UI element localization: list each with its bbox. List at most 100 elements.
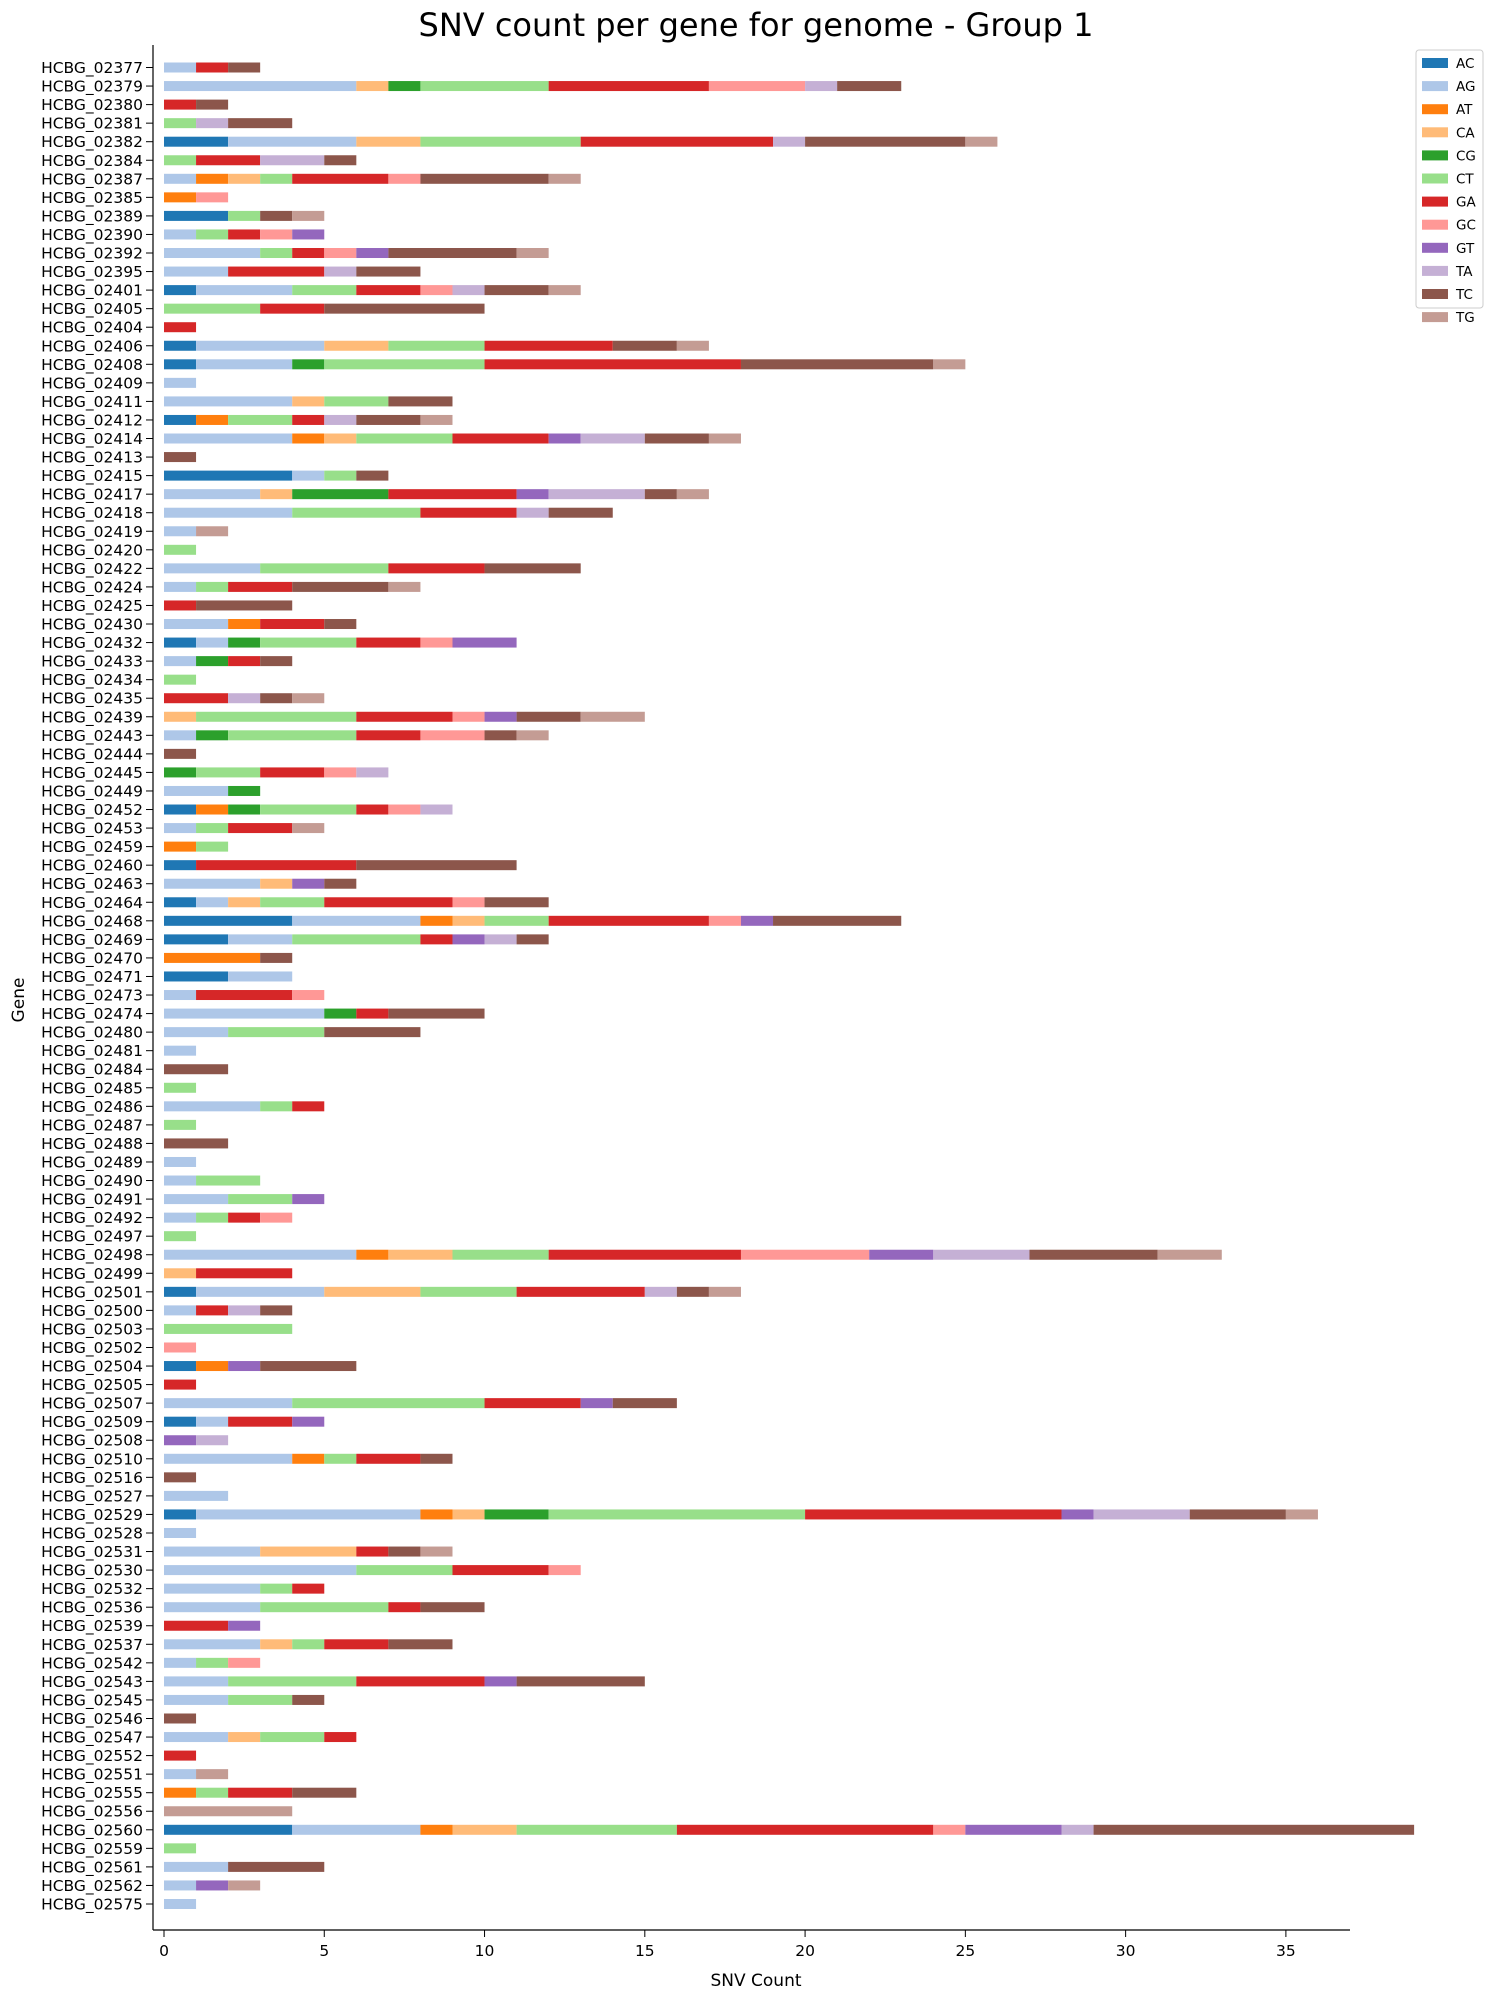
y-tick-label: HCBG_02509 (41, 1413, 143, 1432)
bar-segment-HCBG_02473-GA (196, 990, 293, 1001)
bar-segment-HCBG_02530-AG (164, 1565, 357, 1576)
bar-segment-HCBG_02406-TG (676, 340, 709, 351)
y-tick-label: HCBG_02537 (41, 1636, 143, 1655)
y-tick-label: HCBG_02459 (41, 838, 143, 857)
bar-segment-HCBG_02492-AG (164, 1212, 197, 1223)
legend-label-TC: TC (1455, 287, 1473, 303)
bar-segment-HCBG_02542-CT (196, 1657, 229, 1668)
bar-segment-HCBG_02562-AG (164, 1880, 197, 1891)
bar-segment-HCBG_02432-GT (452, 637, 517, 648)
bar-segment-HCBG_02501-TA (644, 1286, 677, 1297)
bar-segment-HCBG_02536-AG (164, 1602, 261, 1613)
bar-segment-HCBG_02501-AG (196, 1286, 325, 1297)
bar-segment-HCBG_02529-CT (548, 1509, 806, 1520)
bar-segment-HCBG_02377-AG (164, 62, 197, 73)
legend-swatch-CT (1422, 173, 1448, 184)
bar-segment-HCBG_02435-TA (228, 693, 261, 704)
y-tick-label: HCBG_02542 (41, 1654, 143, 1673)
bar-segment-HCBG_02414-TA (580, 433, 645, 444)
bar-segment-HCBG_02381-CT (164, 118, 197, 129)
bar-segment-HCBG_02498-CT (452, 1249, 549, 1260)
bar-segment-HCBG_02433-TC (260, 656, 293, 667)
y-tick-label: HCBG_02561 (41, 1858, 143, 1877)
bar-segment-HCBG_02492-GA (228, 1212, 261, 1223)
bar-segment-HCBG_02453-GA (228, 823, 293, 834)
bar-segment-HCBG_02543-GA (356, 1676, 485, 1687)
y-tick-label: HCBG_02433 (41, 653, 143, 672)
bar-segment-HCBG_02445-GA (260, 767, 325, 778)
bar-segment-HCBG_02382-TA (773, 136, 806, 147)
bar-segment-HCBG_02401-AC (164, 285, 197, 296)
bar-segment-HCBG_02464-CT (260, 897, 325, 908)
bar-segment-HCBG_02387-GA (292, 173, 389, 184)
bar-segment-HCBG_02498-CA (388, 1249, 453, 1260)
bar-segment-HCBG_02555-CT (196, 1787, 229, 1798)
bar-segment-HCBG_02490-AG (164, 1175, 197, 1186)
bar-segment-HCBG_02417-TA (548, 489, 645, 500)
bar-segment-HCBG_02418-GA (420, 507, 517, 518)
bar-segment-HCBG_02417-CA (260, 489, 293, 500)
bar-segment-HCBG_02509-GA (228, 1416, 293, 1427)
bar-segment-HCBG_02379-CT (420, 81, 549, 92)
y-tick-label: HCBG_02552 (41, 1747, 143, 1766)
bar-segment-HCBG_02439-TG (580, 711, 645, 722)
bar-segment-HCBG_02474-GA (356, 1008, 389, 1019)
bar-segment-HCBG_02491-CT (228, 1194, 293, 1205)
bar-segment-HCBG_02385-AT (164, 192, 197, 203)
bar-segment-HCBG_02401-TG (548, 285, 581, 296)
bar-segment-HCBG_02408-TG (933, 359, 966, 370)
legend-swatch-AC (1422, 58, 1448, 68)
bar-segment-HCBG_02498-GA (548, 1249, 741, 1260)
bar-segment-HCBG_02469-GT (452, 934, 485, 945)
bar-segment-HCBG_02501-TC (676, 1286, 709, 1297)
bar-segment-HCBG_02473-GC (292, 990, 325, 1001)
y-tick-label: HCBG_02418 (41, 504, 143, 523)
y-tick-label: HCBG_02498 (41, 1246, 143, 1265)
y-tick-label: HCBG_02409 (41, 374, 143, 393)
bar-segment-HCBG_02510-AT (292, 1453, 325, 1464)
legend-label-TA: TA (1455, 264, 1473, 280)
bar-segment-HCBG_02445-CG (164, 767, 197, 778)
bar-segment-HCBG_02417-CG (292, 489, 389, 500)
bar-segment-HCBG_02547-AG (164, 1732, 229, 1743)
bar-segment-HCBG_02452-AT (196, 804, 229, 815)
y-tick-label: HCBG_02471 (41, 968, 143, 987)
bar-segment-HCBG_02415-AC (164, 470, 293, 481)
bar-segment-HCBG_02419-AG (164, 526, 197, 537)
bar-segment-HCBG_02392-GT (356, 248, 389, 259)
bar-segment-HCBG_02459-CT (196, 841, 229, 852)
bar-segment-HCBG_02406-CA (324, 340, 389, 351)
bar-segment-HCBG_02443-TG (516, 730, 549, 741)
y-tick-label: HCBG_02444 (41, 745, 143, 764)
bar-segment-HCBG_02531-TC (388, 1546, 421, 1557)
bar-segment-HCBG_02384-TC (324, 155, 357, 166)
bar-segment-HCBG_02401-GC (420, 285, 453, 296)
bar-segment-HCBG_02537-AG (164, 1639, 261, 1650)
bar-segment-HCBG_02560-CT (516, 1824, 677, 1835)
bar-segment-HCBG_02434-CT (164, 674, 197, 685)
y-tick-label: HCBG_02560 (41, 1821, 143, 1840)
y-tick-label: HCBG_02502 (41, 1339, 143, 1358)
bar-segment-HCBG_02468-TC (773, 915, 902, 926)
bar-segment-HCBG_02498-AG (164, 1249, 357, 1260)
bar-segment-HCBG_02384-CT (164, 155, 197, 166)
bar-segment-HCBG_02411-CA (292, 396, 325, 407)
y-tick-label: HCBG_02488 (41, 1135, 143, 1154)
y-tick-label: HCBG_02562 (41, 1877, 143, 1896)
y-tick-label: HCBG_02503 (41, 1320, 143, 1339)
bar-segment-HCBG_02433-GA (228, 656, 261, 667)
bar-segment-HCBG_02468-GC (708, 915, 741, 926)
bar-segment-HCBG_02382-CA (356, 136, 421, 147)
legend-swatch-TA (1422, 265, 1448, 276)
bar-segment-HCBG_02389-TG (292, 210, 325, 221)
bar-segment-HCBG_02464-CA (228, 897, 261, 908)
x-tick-label: 35 (1276, 1942, 1296, 1960)
bar-segment-HCBG_02516-TC (164, 1472, 197, 1483)
bar-segment-HCBG_02413-TC (164, 452, 197, 463)
bar-segment-HCBG_02562-GT (196, 1880, 229, 1891)
bar-segment-HCBG_02529-TA (1093, 1509, 1190, 1520)
bar-segment-HCBG_02408-AG (196, 359, 293, 370)
y-tick-label: HCBG_02389 (41, 207, 143, 226)
bar-segment-HCBG_02412-CT (228, 414, 293, 425)
